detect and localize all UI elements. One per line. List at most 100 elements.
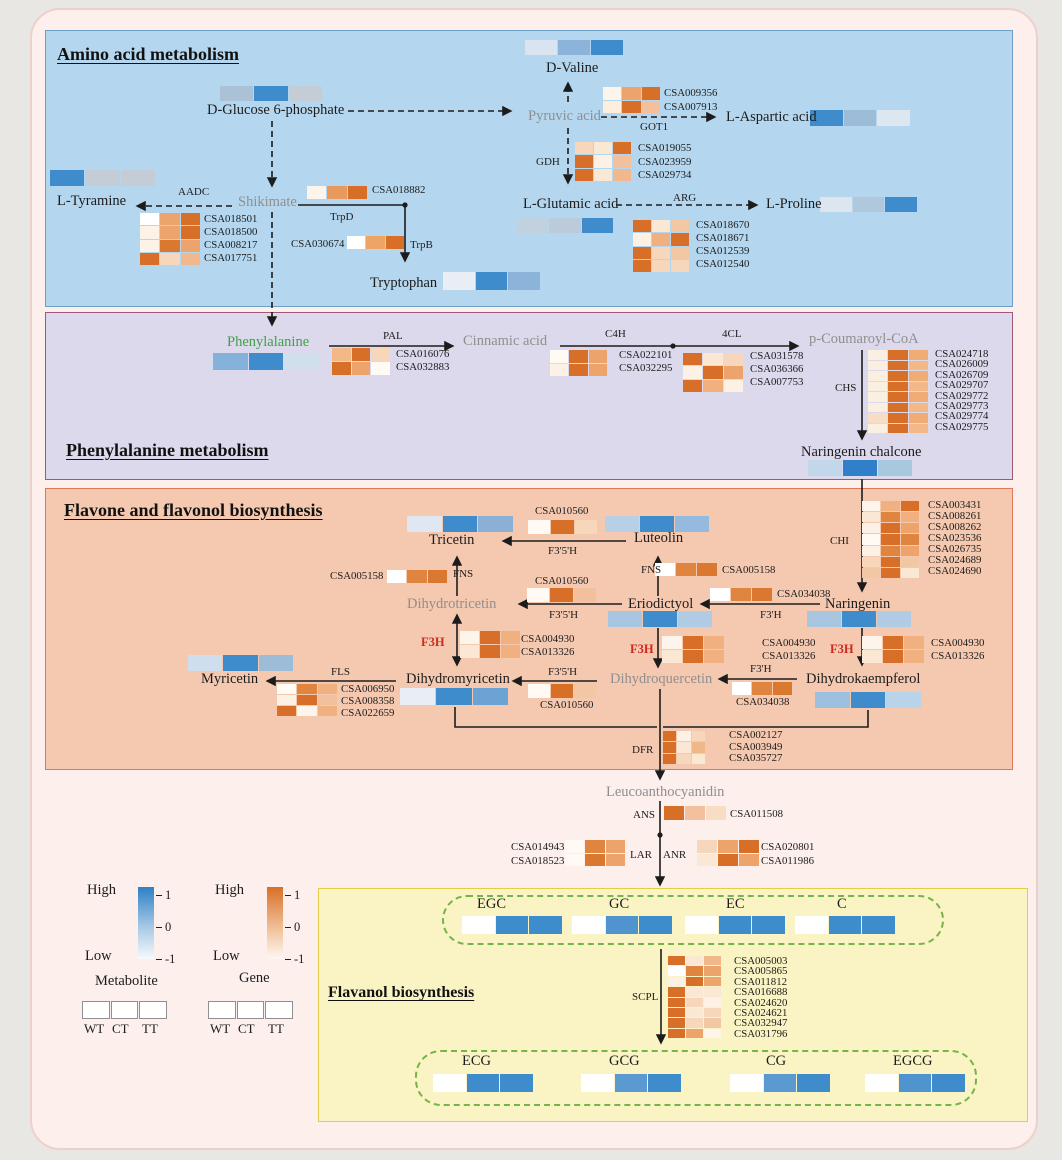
heatmap-cell (317, 695, 337, 705)
gene-id-label: CSA012540 (696, 258, 750, 270)
heatmap-cell (508, 272, 540, 290)
heatmap-cell (683, 636, 703, 649)
enzyme-pal: PAL (383, 330, 403, 342)
heatmap-cell (466, 1074, 500, 1092)
gene-group-g-aadc: CSA018501 CSA018500 CSA008217 CSA017751 (204, 213, 257, 265)
heatmap-cell (265, 1001, 293, 1019)
metabolite-myricetin: Myricetin (201, 671, 259, 687)
heatmap-cell (881, 556, 900, 567)
heatmap-cell (703, 379, 723, 392)
heatmap-gc-hm (572, 916, 672, 934)
heatmap-d-valine-hm (525, 40, 623, 55)
heatmap-cell (277, 684, 297, 694)
heatmap-cell (366, 236, 385, 249)
heatmap-cell (400, 688, 436, 705)
heatmap-cell (633, 246, 651, 259)
heatmap-cell (752, 682, 772, 695)
heatmap-cell (888, 423, 908, 433)
heatmap-cell (723, 366, 743, 379)
heatmap-cell (697, 853, 717, 866)
gene-group-g-csa010560-mid: CSA010560 (535, 575, 588, 588)
heatmap-cell (180, 239, 200, 252)
heatmap-cell (668, 976, 685, 987)
gene-id-label: CSA016076 (396, 348, 450, 360)
legend-metabolite-sample-wt: WT (84, 1021, 105, 1036)
heatmap-cell (140, 213, 160, 226)
heatmap-cell (868, 381, 888, 391)
heatmap-cell (160, 213, 180, 226)
gene-id-label: CSA018501 (204, 213, 258, 225)
heatmap-cell (633, 233, 651, 246)
heatmap-cell (575, 155, 593, 168)
junction-dot-trpd (402, 202, 408, 208)
heatmap-cell (862, 916, 895, 934)
gene-group-g-f3h-center: CSA004930 CSA013326 (762, 637, 815, 663)
heatmap-cell (317, 684, 337, 694)
heatmap-naringenin-chalcone-hm (808, 460, 912, 476)
heatmap-cell (585, 853, 605, 866)
enzyme-aadc: AADC (178, 186, 210, 198)
enzyme-f35h-top: F3'5'H (548, 545, 578, 557)
section-title-flavanol: Flavanol biosynthesis (328, 984, 475, 1001)
gene-id-label: CSA029773 (935, 400, 989, 413)
gene-id-label: CSA007753 (750, 376, 804, 388)
heatmap-cell (862, 567, 881, 578)
heatmap-cell (686, 956, 703, 966)
heatmap-cell (668, 997, 685, 1007)
heatmap-cell (662, 650, 682, 663)
gene-id-label: CSA032883 (396, 361, 450, 373)
heatmap-arg-hm (633, 220, 689, 272)
heatmap-cell (668, 1007, 685, 1018)
gene-id-label: CSA008262 (928, 521, 982, 533)
metabolite-d-glucose-6-phosphate: D-Glucose 6-phosphate (207, 102, 345, 118)
heatmap-cell (663, 731, 677, 742)
heatmap-naringenin-hm (807, 611, 911, 627)
heatmap-cell (685, 806, 705, 820)
heatmap-cell (613, 168, 631, 181)
heatmap-cell (862, 512, 881, 523)
tick-mark (285, 894, 291, 897)
gene-id-label: CSA017751 (204, 252, 258, 264)
heatmap-cell (475, 272, 508, 290)
heatmap-cell (686, 1007, 703, 1018)
heatmap-cell (908, 423, 928, 433)
heatmap-cell (663, 742, 677, 753)
heatmap-cell (904, 650, 924, 663)
gene-id-label: CSA005865 (734, 965, 788, 978)
metabolite-leucoanthocyanidin: Leucoanthocyanidin (606, 784, 725, 800)
heatmap-cell (677, 753, 691, 764)
heatmap-f3h-right-hm (862, 636, 924, 663)
metabolite-luteolin: Luteolin (634, 530, 684, 546)
gene-id-label: CSA005158 (330, 570, 384, 582)
metabolite-l-proline: L-Proline (766, 196, 822, 212)
heatmap-cell (332, 362, 351, 375)
heatmap-cell (908, 381, 928, 391)
heatmap-cell (850, 692, 886, 708)
heatmap-cell (842, 611, 876, 627)
heatmap-cell (297, 695, 317, 705)
gene-group-g-chi: CSA003431 CSA008261 CSA008262 CSA023536 CSA0… (928, 500, 981, 577)
gene-id-label: CSA011812 (734, 975, 787, 988)
gene-group-g-f3h-right: CSA004930 CSA013326 (931, 637, 984, 663)
section-box-flavone-flavonol (45, 488, 1013, 770)
heatmap-cell (608, 611, 642, 627)
gene-id-label: CSA032947 (734, 1017, 788, 1030)
heatmap-4cl-hm (683, 353, 743, 392)
heatmap-cell (718, 840, 738, 853)
gene-id-label: CSA030674 (291, 238, 345, 250)
heatmap-cell (868, 423, 888, 433)
elbow-dihydromyricetin-to-dfr (454, 707, 657, 728)
heatmap-cell (594, 155, 612, 168)
heatmap-cell (160, 226, 180, 239)
dashed-group-catechins (442, 895, 944, 945)
heatmap-cell (704, 636, 724, 649)
gene-group-g-pal: CSA016076 CSA032883 (396, 348, 449, 374)
gene-group-g-scpl: CSA005003 CSA005865 CSA011812 CSA016688 CSA0… (734, 955, 788, 1039)
heatmap-aadc-hm (140, 213, 200, 265)
heatmap-cell (50, 170, 85, 186)
heatmap-gdh-hm (575, 142, 631, 181)
gene-id-label: CSA024718 (935, 348, 989, 360)
heatmap-fns-right-hm (655, 563, 717, 576)
heatmap-cell (677, 731, 691, 742)
gene-id-label: CSA013326 (762, 650, 816, 662)
